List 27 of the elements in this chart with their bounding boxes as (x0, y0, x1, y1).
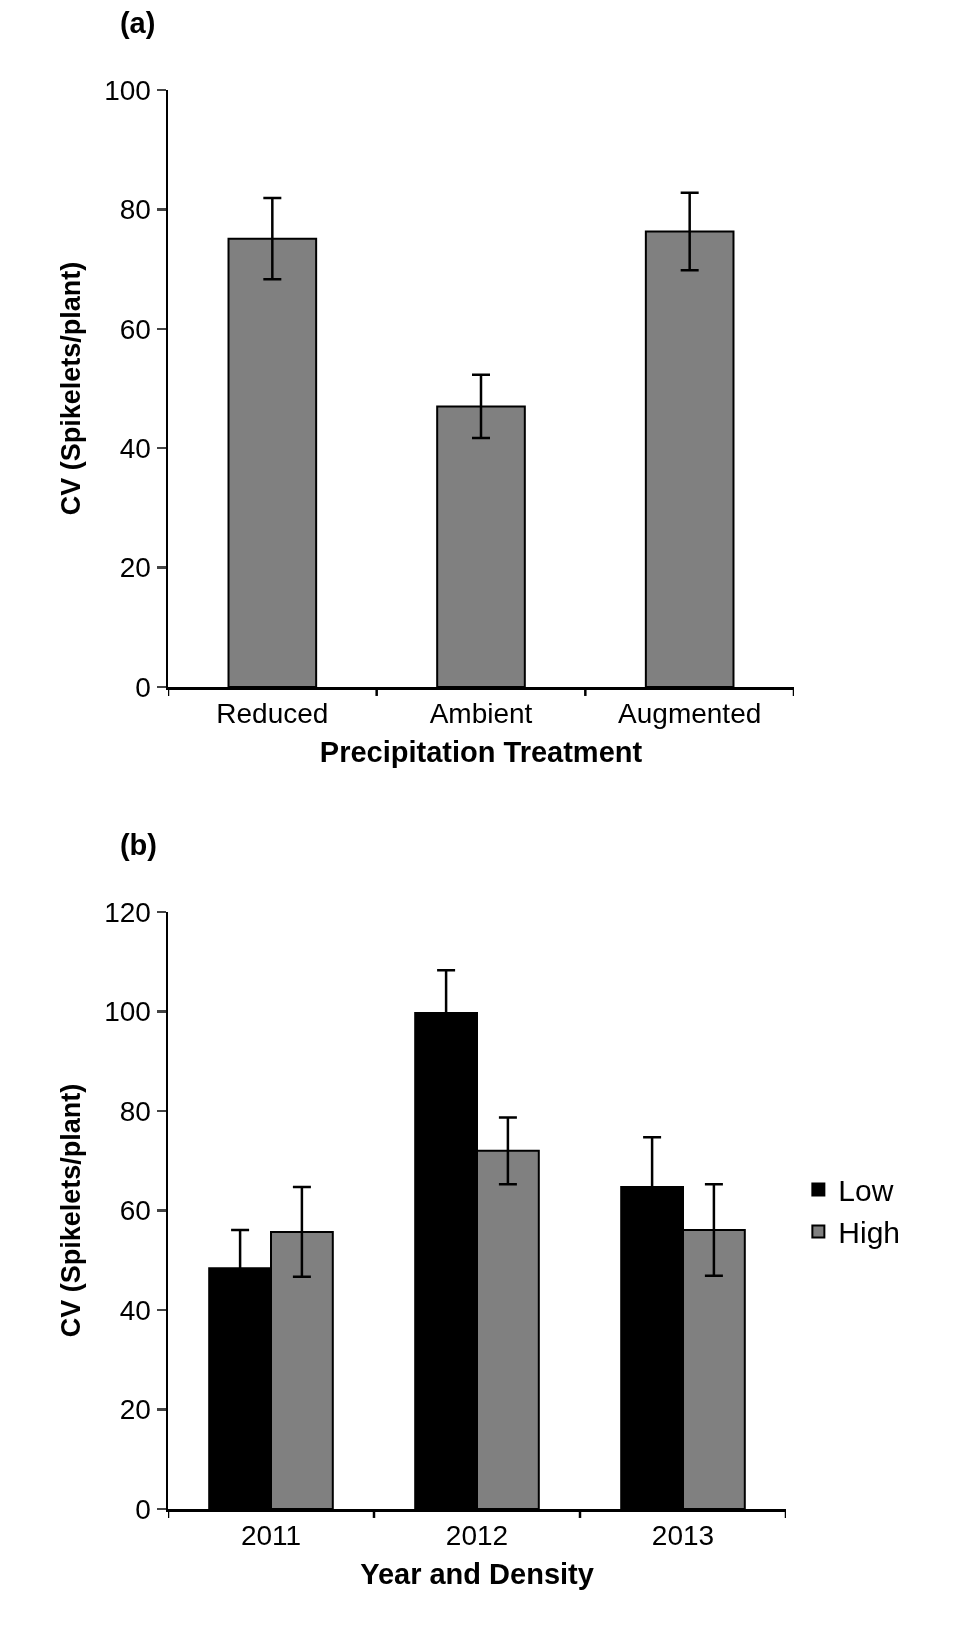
y-tick-label: 40 (119, 1294, 151, 1326)
x-axis-title: Precipitation Treatment (319, 736, 643, 769)
x-tick-label: 2012 (445, 1520, 509, 1552)
x-axis-title: Year and Density (360, 1558, 594, 1591)
y-tick-label: 20 (119, 1394, 151, 1426)
x-tick-label: Reduced (216, 698, 329, 730)
y-tick-label: 60 (119, 1195, 151, 1227)
y-tick-label: 20 (119, 552, 151, 584)
y-tick-label: 100 (104, 996, 151, 1028)
chart-title: (a) (119, 6, 156, 39)
x-tick-label: 2013 (651, 1520, 715, 1552)
y-tick-label: 60 (119, 313, 151, 345)
y-tick-label: 0 (135, 671, 151, 703)
x-tick-label: Augmented (618, 698, 762, 730)
legend-label: Low (838, 1174, 894, 1208)
y-axis-title: CV (Spikelets/plant) (55, 261, 86, 516)
y-tick-label: 80 (119, 1095, 151, 1127)
x-tick-label: 2011 (240, 1520, 302, 1552)
y-tick-label: 120 (104, 896, 151, 928)
x-tick-label: Ambient (429, 698, 533, 730)
y-tick-label: 80 (119, 194, 151, 226)
y-tick-label: 40 (119, 433, 151, 464)
y-tick-label: 100 (104, 74, 151, 106)
y-axis-title: CV (Spikelets/plant) (55, 1083, 86, 1338)
chart-title: (b) (119, 828, 157, 861)
legend-label: High (838, 1216, 901, 1250)
y-tick-label: 0 (135, 1493, 151, 1525)
